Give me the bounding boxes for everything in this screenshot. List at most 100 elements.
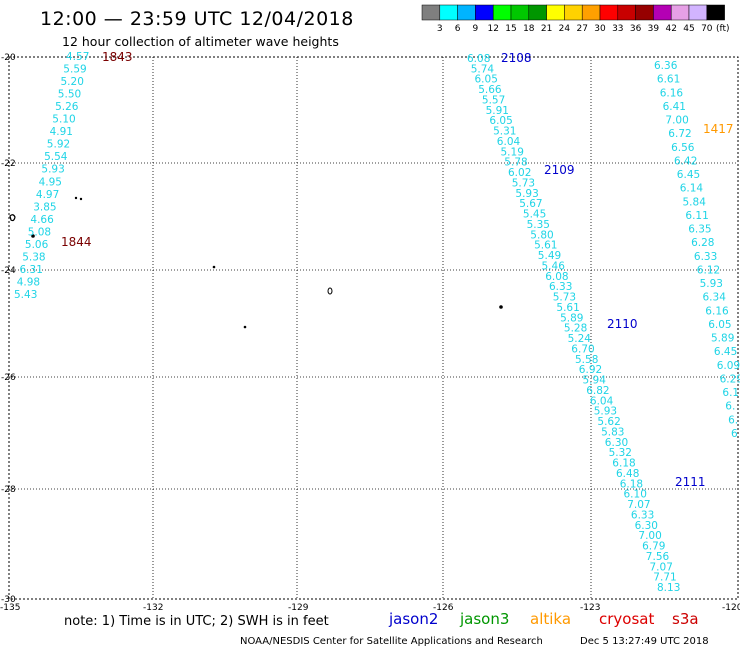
graticule bbox=[9, 57, 738, 599]
longitude-label: -126 bbox=[433, 603, 454, 613]
wave-height-value: 5.67 bbox=[519, 198, 542, 210]
wave-height-value: 5.91 bbox=[486, 105, 509, 117]
wave-height-value: 5.89 bbox=[560, 312, 583, 324]
wave-height-value: 6.41 bbox=[663, 101, 686, 113]
latitude-label: -30 bbox=[1, 595, 16, 605]
colorbar-swatch bbox=[706, 4, 725, 21]
wave-height-value: 6.05 bbox=[475, 74, 498, 86]
colorbar-label: 36 bbox=[630, 24, 642, 34]
island-outline bbox=[9, 214, 16, 222]
satellite-cryosat: cryosat bbox=[599, 610, 654, 628]
wave-height-value: 5.19 bbox=[501, 146, 524, 158]
wave-height-value: 5.61 bbox=[556, 302, 579, 314]
wave-height-value: 6.11 bbox=[685, 210, 708, 222]
wave-height-value: 4.95 bbox=[39, 176, 62, 188]
wave-height-value: 5.73 bbox=[553, 292, 576, 304]
wave-height-value: 6.1 bbox=[722, 387, 739, 399]
wave-height-value: 6.14 bbox=[680, 183, 704, 195]
wave-height-value: 5.80 bbox=[530, 229, 553, 241]
wave-height-value: 6.08 bbox=[545, 271, 568, 283]
island-dot bbox=[499, 305, 503, 309]
colorbar-label: 27 bbox=[576, 24, 587, 34]
colorbar-label: 24 bbox=[559, 24, 571, 34]
latitude-label: -20 bbox=[1, 53, 16, 63]
wave-height-value: 5.73 bbox=[512, 178, 535, 190]
satellite-jason3: jason3 bbox=[459, 610, 509, 628]
wave-height-value: 5.54 bbox=[44, 151, 68, 163]
wave-height-value: 6.33 bbox=[549, 281, 572, 293]
wave-height-value: 5.83 bbox=[601, 426, 624, 438]
colorbar-swatch bbox=[599, 4, 619, 21]
wave-height-value: 5.38 bbox=[22, 251, 45, 263]
island-dot bbox=[31, 234, 35, 238]
island-dot bbox=[243, 325, 247, 329]
wave-height-value: 4.66 bbox=[30, 214, 54, 226]
wave-height-value: 5.50 bbox=[58, 89, 81, 101]
colorbar-swatch bbox=[457, 4, 476, 21]
colorbar-label: 33 bbox=[612, 24, 623, 34]
wave-height-value: 6.31 bbox=[20, 264, 43, 276]
wave-height-value: 5.74 bbox=[471, 63, 495, 75]
latitude-label: -22 bbox=[1, 159, 16, 169]
colorbar-swatch bbox=[510, 4, 530, 21]
wave-height-value: 7.71 bbox=[653, 572, 676, 584]
wave-height-value: 5.49 bbox=[538, 250, 561, 262]
colorbar-swatch bbox=[635, 4, 654, 21]
wave-height-value: 7.07 bbox=[627, 499, 650, 511]
satellite-legend: jason2 jason3 altika cryosat s3a bbox=[388, 610, 699, 628]
time-label: 1843 bbox=[102, 50, 133, 64]
footer-credit: NOAA/NESDIS Center for Satellite Applica… bbox=[240, 636, 543, 647]
wave-height-value: 3.85 bbox=[33, 201, 56, 213]
wave-height-value: 6. bbox=[725, 401, 735, 413]
longitude-label: -132 bbox=[143, 603, 163, 613]
latitude-label: -24 bbox=[1, 266, 16, 276]
wave-height-value: 5.08 bbox=[28, 226, 51, 238]
longitude-label: -129 bbox=[288, 603, 309, 613]
wave-height-value: 5.93 bbox=[594, 406, 617, 418]
wave-height-value: 5.20 bbox=[61, 76, 84, 88]
satellite-jason2: jason2 bbox=[388, 610, 438, 628]
wave-height-value: 8.13 bbox=[657, 582, 680, 594]
island-dot bbox=[74, 196, 78, 200]
colorbar-swatch bbox=[546, 4, 565, 21]
wave-height-value: 5.43 bbox=[14, 289, 37, 301]
latitude-label: -26 bbox=[1, 373, 16, 383]
wave-height-value: 5.92 bbox=[47, 139, 70, 151]
track-center: 6.085.746.055.665.575.916.055.316.045.19… bbox=[467, 53, 680, 594]
colorbar-label: 15 bbox=[505, 24, 516, 34]
colorbar-swatch bbox=[564, 4, 583, 21]
wave-height-value: 4.97 bbox=[36, 189, 59, 201]
wave-height-value: 7.00 bbox=[665, 115, 688, 127]
wave-height-value: 6.05 bbox=[489, 115, 512, 127]
wave-height-value: 6.42 bbox=[674, 155, 697, 167]
wave-height-value: 6.72 bbox=[668, 128, 691, 140]
colorbar-unit: (ft) bbox=[716, 24, 730, 34]
wave-height-value: 6.45 bbox=[677, 169, 700, 181]
map-title: 12:00 — 23:59 UTC 12/04/2018 bbox=[40, 8, 354, 30]
longitude-label: -123 bbox=[580, 603, 600, 613]
wave-height-value: 6.48 bbox=[616, 468, 639, 480]
wave-height-value: 6.56 bbox=[671, 142, 695, 154]
colorbar-swatch bbox=[439, 4, 458, 21]
time-label: 2111 bbox=[675, 475, 706, 489]
wave-height-value: 6.16 bbox=[705, 305, 729, 317]
colorbar-label: 12 bbox=[487, 24, 498, 34]
wave-height-value: 6.34 bbox=[703, 292, 727, 304]
wave-height-value: 5.10 bbox=[52, 114, 75, 126]
wave-height-value: 5.94 bbox=[583, 375, 607, 387]
longitude-labels: -135 -132 -129 -126 -123 -120 bbox=[0, 603, 740, 613]
wave-height-value: 6.02 bbox=[508, 167, 531, 179]
wave-height-value: 6.29 bbox=[720, 374, 740, 386]
colorbar-label: 9 bbox=[473, 24, 479, 34]
island-dot bbox=[79, 197, 83, 201]
wave-height-value: 7.07 bbox=[650, 561, 673, 573]
wave-height-value: 5.78 bbox=[504, 157, 527, 169]
wave-height-value: 4.57 bbox=[66, 51, 89, 63]
altimeter-tracks: 4.575.595.205.505.265.104.915.925.545.93… bbox=[14, 51, 740, 594]
wave-height-value: 6.79 bbox=[642, 541, 665, 553]
satellite-s3a: s3a bbox=[672, 610, 699, 628]
wave-height-value: 5.31 bbox=[493, 126, 516, 138]
colorbar-legend: 3 6 9 12 15 18 21 24 27 30 33 36 39 42 45 70 (ft) bbox=[421, 4, 730, 34]
time-label: 1417 bbox=[703, 122, 734, 136]
